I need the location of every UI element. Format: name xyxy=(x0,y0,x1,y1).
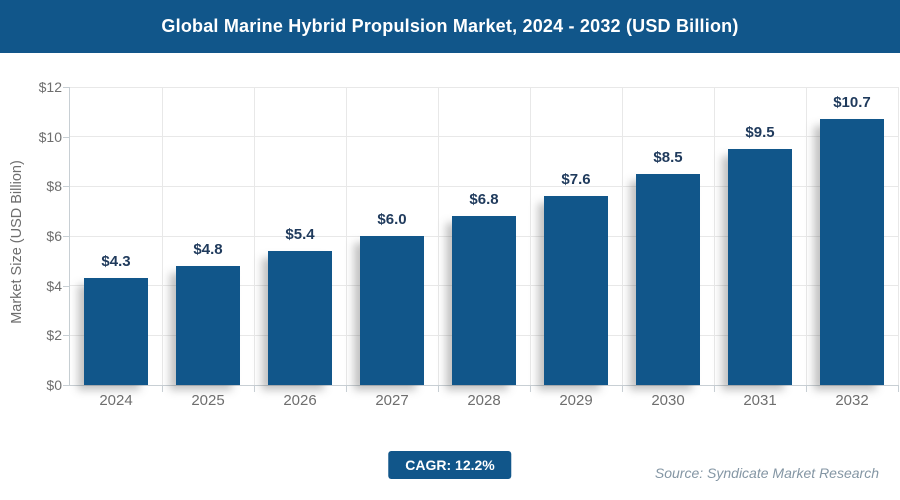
plot-area: $4.3 $4.8 $5.4 $6.0 $6.8 $7.6 $8.5 $9.5 $10.7 xyxy=(69,86,899,386)
chart-title: Global Marine Hybrid Propulsion Market, … xyxy=(161,16,739,36)
bar-2030 xyxy=(636,173,700,385)
bar-2025 xyxy=(176,265,240,385)
gridline-vertical xyxy=(345,87,347,385)
x-tick-mark xyxy=(622,386,623,392)
bar-value-label: $4.3 xyxy=(101,253,131,271)
source-note: Source: Syndicate Market Research xyxy=(654,465,879,481)
gridline-vertical xyxy=(529,87,531,385)
chart-title-bar: Global Marine Hybrid Propulsion Market, … xyxy=(0,0,900,53)
bar-value-label: $5.4 xyxy=(285,225,315,243)
x-tick-mark xyxy=(346,386,347,392)
y-tick-label: $8 xyxy=(46,178,62,195)
gridline-vertical xyxy=(253,87,255,385)
x-category-label: 2024 xyxy=(99,392,133,409)
gridline-vertical xyxy=(805,87,807,385)
bar-value-label: $6.8 xyxy=(469,191,499,209)
bar-value-label: $8.5 xyxy=(653,148,683,166)
gridline-horizontal xyxy=(70,86,898,88)
x-tick-mark xyxy=(530,386,531,392)
y-tick-label: $0 xyxy=(46,377,62,393)
x-category-label: 2032 xyxy=(835,392,869,409)
y-tick-mark xyxy=(63,335,69,337)
y-tick-mark xyxy=(63,186,69,188)
y-tick-label: $12 xyxy=(38,79,62,95)
y-axis-line xyxy=(69,87,70,385)
bar-value-label: $7.6 xyxy=(561,171,591,189)
cagr-badge: CAGR: 12.2% xyxy=(388,451,512,479)
x-tick-mark xyxy=(162,386,163,392)
x-category-label: 2029 xyxy=(559,392,593,409)
x-tick-mark xyxy=(438,386,439,392)
y-tick-label: $2 xyxy=(46,327,62,344)
gridline-vertical xyxy=(713,87,715,385)
bar-2031 xyxy=(728,149,792,385)
bar-value-label: $6.0 xyxy=(377,211,407,228)
y-tick-mark xyxy=(63,87,69,88)
bar-2026 xyxy=(268,250,332,385)
gridline-horizontal xyxy=(70,136,898,138)
x-category-label: 2027 xyxy=(375,392,409,409)
gridline-vertical xyxy=(161,87,163,385)
y-tick-label: $6 xyxy=(46,228,62,244)
bar-2027 xyxy=(360,236,424,385)
y-tick-mark xyxy=(63,236,69,237)
gridline-vertical xyxy=(621,87,623,385)
bar-2024 xyxy=(84,278,148,385)
y-tick-mark xyxy=(63,136,69,138)
x-category-label: 2026 xyxy=(283,392,317,409)
x-category-label: 2031 xyxy=(743,392,777,409)
x-tick-mark xyxy=(714,386,715,392)
x-tick-mark xyxy=(898,386,899,392)
x-tick-mark xyxy=(254,386,255,392)
x-axis-line xyxy=(69,385,899,386)
y-tick-mark xyxy=(63,385,69,386)
gridline-vertical xyxy=(437,87,439,385)
y-tick-mark xyxy=(63,285,69,287)
x-category-label: 2028 xyxy=(467,392,501,409)
x-category-label: 2025 xyxy=(191,392,225,409)
bar-value-label: $9.5 xyxy=(745,124,775,142)
bar-value-label: $10.7 xyxy=(833,94,871,112)
gridline-horizontal xyxy=(70,185,898,187)
bar-value-label: $4.8 xyxy=(193,240,223,258)
bar-2032 xyxy=(820,119,884,385)
gridline-vertical xyxy=(897,87,899,385)
x-tick-mark xyxy=(806,386,807,392)
x-category-label: 2030 xyxy=(651,392,685,409)
bar-2028 xyxy=(452,216,516,385)
bar-2029 xyxy=(544,196,608,385)
y-tick-label: $10 xyxy=(38,128,62,145)
y-tick-label: $4 xyxy=(46,277,62,294)
